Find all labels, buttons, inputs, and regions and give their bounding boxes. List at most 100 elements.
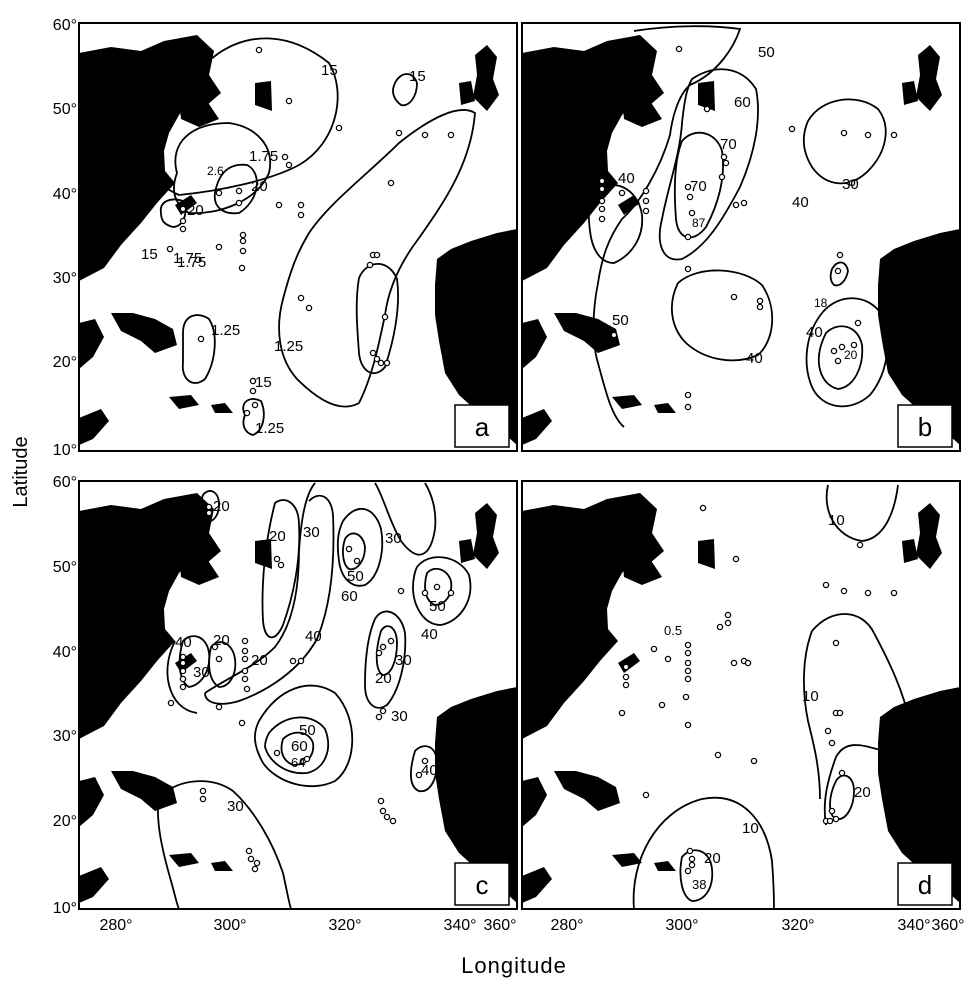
- contour-label: 15: [255, 374, 272, 391]
- panel-letter: c: [476, 870, 489, 900]
- contour-label: 1.25: [274, 338, 303, 355]
- panel-letter: a: [475, 412, 490, 442]
- lon-tick-label: 320°: [328, 917, 361, 934]
- sample-stations: [598, 45, 898, 411]
- lat-tick-label: 50°: [53, 101, 77, 118]
- panel-letter-box: [454, 404, 510, 448]
- contour-label: 30: [391, 708, 408, 725]
- contour-label: 1.25: [255, 420, 284, 437]
- map-panel-c: 20 20 30 30 50 60 40 50 40 30 20 30 40 2…: [78, 480, 518, 910]
- contour-label: 30: [303, 524, 320, 541]
- contour-lines: [143, 37, 476, 436]
- contour-label: 40: [305, 628, 322, 645]
- contour-label: 60: [734, 94, 751, 111]
- contour-label: 15: [321, 62, 338, 79]
- contour-label: 40: [806, 324, 823, 341]
- contour-lines: [632, 484, 912, 910]
- lon-tick-label: 300°: [213, 917, 246, 934]
- panel-letter-box: [454, 862, 510, 906]
- contour-label: 20: [213, 632, 230, 649]
- contour-label: 20: [375, 670, 392, 687]
- lat-tick-label: 40°: [53, 644, 77, 661]
- contour-label: 40: [421, 762, 438, 779]
- lat-tick-label: 50°: [53, 559, 77, 576]
- contour-label: 10: [828, 512, 845, 529]
- contour-label: 50: [429, 598, 446, 615]
- contour-label: 70: [690, 178, 707, 195]
- lat-tick-label: 30°: [53, 270, 77, 287]
- contour-label: 20: [251, 652, 268, 669]
- contour-label: 20: [854, 784, 871, 801]
- contour-label: 15: [409, 68, 426, 85]
- x-axis-label: Longitude: [461, 953, 567, 978]
- contour-label: 30: [385, 530, 402, 547]
- panel-letter-box: [897, 862, 953, 906]
- sample-stations: [167, 503, 455, 873]
- lat-tick-label: 60°: [53, 474, 77, 491]
- contour-label: 40: [618, 170, 635, 187]
- contour-label: 38: [692, 877, 706, 892]
- contour-lines: [587, 25, 889, 428]
- contour-label: 18: [814, 296, 828, 310]
- contour-label: 50: [758, 44, 775, 61]
- contour-label: 1.75: [177, 254, 206, 271]
- lat-tick-label: 60°: [53, 17, 77, 34]
- lat-tick-label: 40°: [53, 186, 77, 203]
- map-panel-a: 15 15 1.75 1.75 2.6 20 20 15 1.75 1.25 1…: [78, 22, 518, 452]
- y-axis-label: Latitude: [10, 436, 32, 507]
- sample-stations: [618, 504, 898, 875]
- panel-letter: d: [918, 870, 932, 900]
- contour-label: 87: [692, 216, 706, 230]
- contour-label: 30: [193, 664, 210, 681]
- contour-label: 2.6: [207, 164, 224, 178]
- contour-label: 50: [299, 722, 316, 739]
- lon-tick-label: 280°: [99, 917, 132, 934]
- contour-label: 0.5: [664, 623, 682, 638]
- contour-label: 60: [291, 738, 308, 755]
- lat-tick-label: 10°: [53, 442, 77, 459]
- contour-label: 30: [395, 652, 412, 669]
- contour-label: 70: [720, 136, 737, 153]
- contour-label: 50: [612, 312, 629, 329]
- lat-tick-label: 30°: [53, 728, 77, 745]
- lon-tick-label: 340°: [897, 917, 930, 934]
- lon-tick-label: 300°: [665, 917, 698, 934]
- lon-tick-label: 280°: [550, 917, 583, 934]
- contour-label: 1.75: [173, 250, 202, 267]
- lon-tick-label: 340°: [443, 917, 476, 934]
- lon-tick-label: 320°: [781, 917, 814, 934]
- contour-labels: 15 15 1.75 1.75 2.6 20 20 15 1.75 1.25 1…: [141, 62, 426, 437]
- contour-label: 30: [227, 798, 244, 815]
- contour-label: 20: [844, 348, 858, 362]
- contour-label: 40: [421, 626, 438, 643]
- contour-label: 20: [269, 528, 286, 545]
- panel-letter: b: [918, 412, 932, 442]
- contour-label: 10: [742, 820, 759, 837]
- contour-label: 40: [175, 634, 192, 651]
- contour-label: 20: [251, 178, 268, 195]
- lat-tick-label: 10°: [53, 900, 77, 917]
- contour-label: 40: [792, 194, 809, 211]
- map-panel-d: 10 0.5 10 20 10 20 38 d: [521, 480, 961, 910]
- sample-stations: [166, 46, 455, 417]
- contour-label: 20: [704, 850, 721, 867]
- contour-label: 60: [341, 588, 358, 605]
- contour-label: 40: [746, 350, 763, 367]
- lon-tick-label: 360°: [483, 917, 516, 934]
- contour-label: 30: [842, 176, 859, 193]
- contour-label: 10: [802, 688, 819, 705]
- contour-label: 1.75: [249, 148, 278, 165]
- contour-label: 20: [213, 498, 230, 515]
- lat-tick-label: 20°: [53, 354, 77, 371]
- contour-labels: 50 60 70 70 87 40 40 30 50 40 18 40 20: [612, 44, 859, 367]
- contour-labels: 10 0.5 10 20 10 20 38: [664, 512, 871, 892]
- contour-label: 1.25: [211, 322, 240, 339]
- contour-label: 20: [187, 202, 204, 219]
- contour-labels: 20 20 30 30 50 60 40 50 40 30 20 30 40 2…: [175, 498, 446, 815]
- contour-label: 64: [291, 755, 305, 770]
- contour-label: 15: [141, 246, 158, 263]
- contour-label: 50: [347, 568, 364, 585]
- lat-tick-label: 20°: [53, 813, 77, 830]
- map-panel-b: 50 60 70 70 87 40 40 30 50 40 18 40 20 b: [521, 22, 961, 452]
- lon-tick-label: 360°: [931, 917, 964, 934]
